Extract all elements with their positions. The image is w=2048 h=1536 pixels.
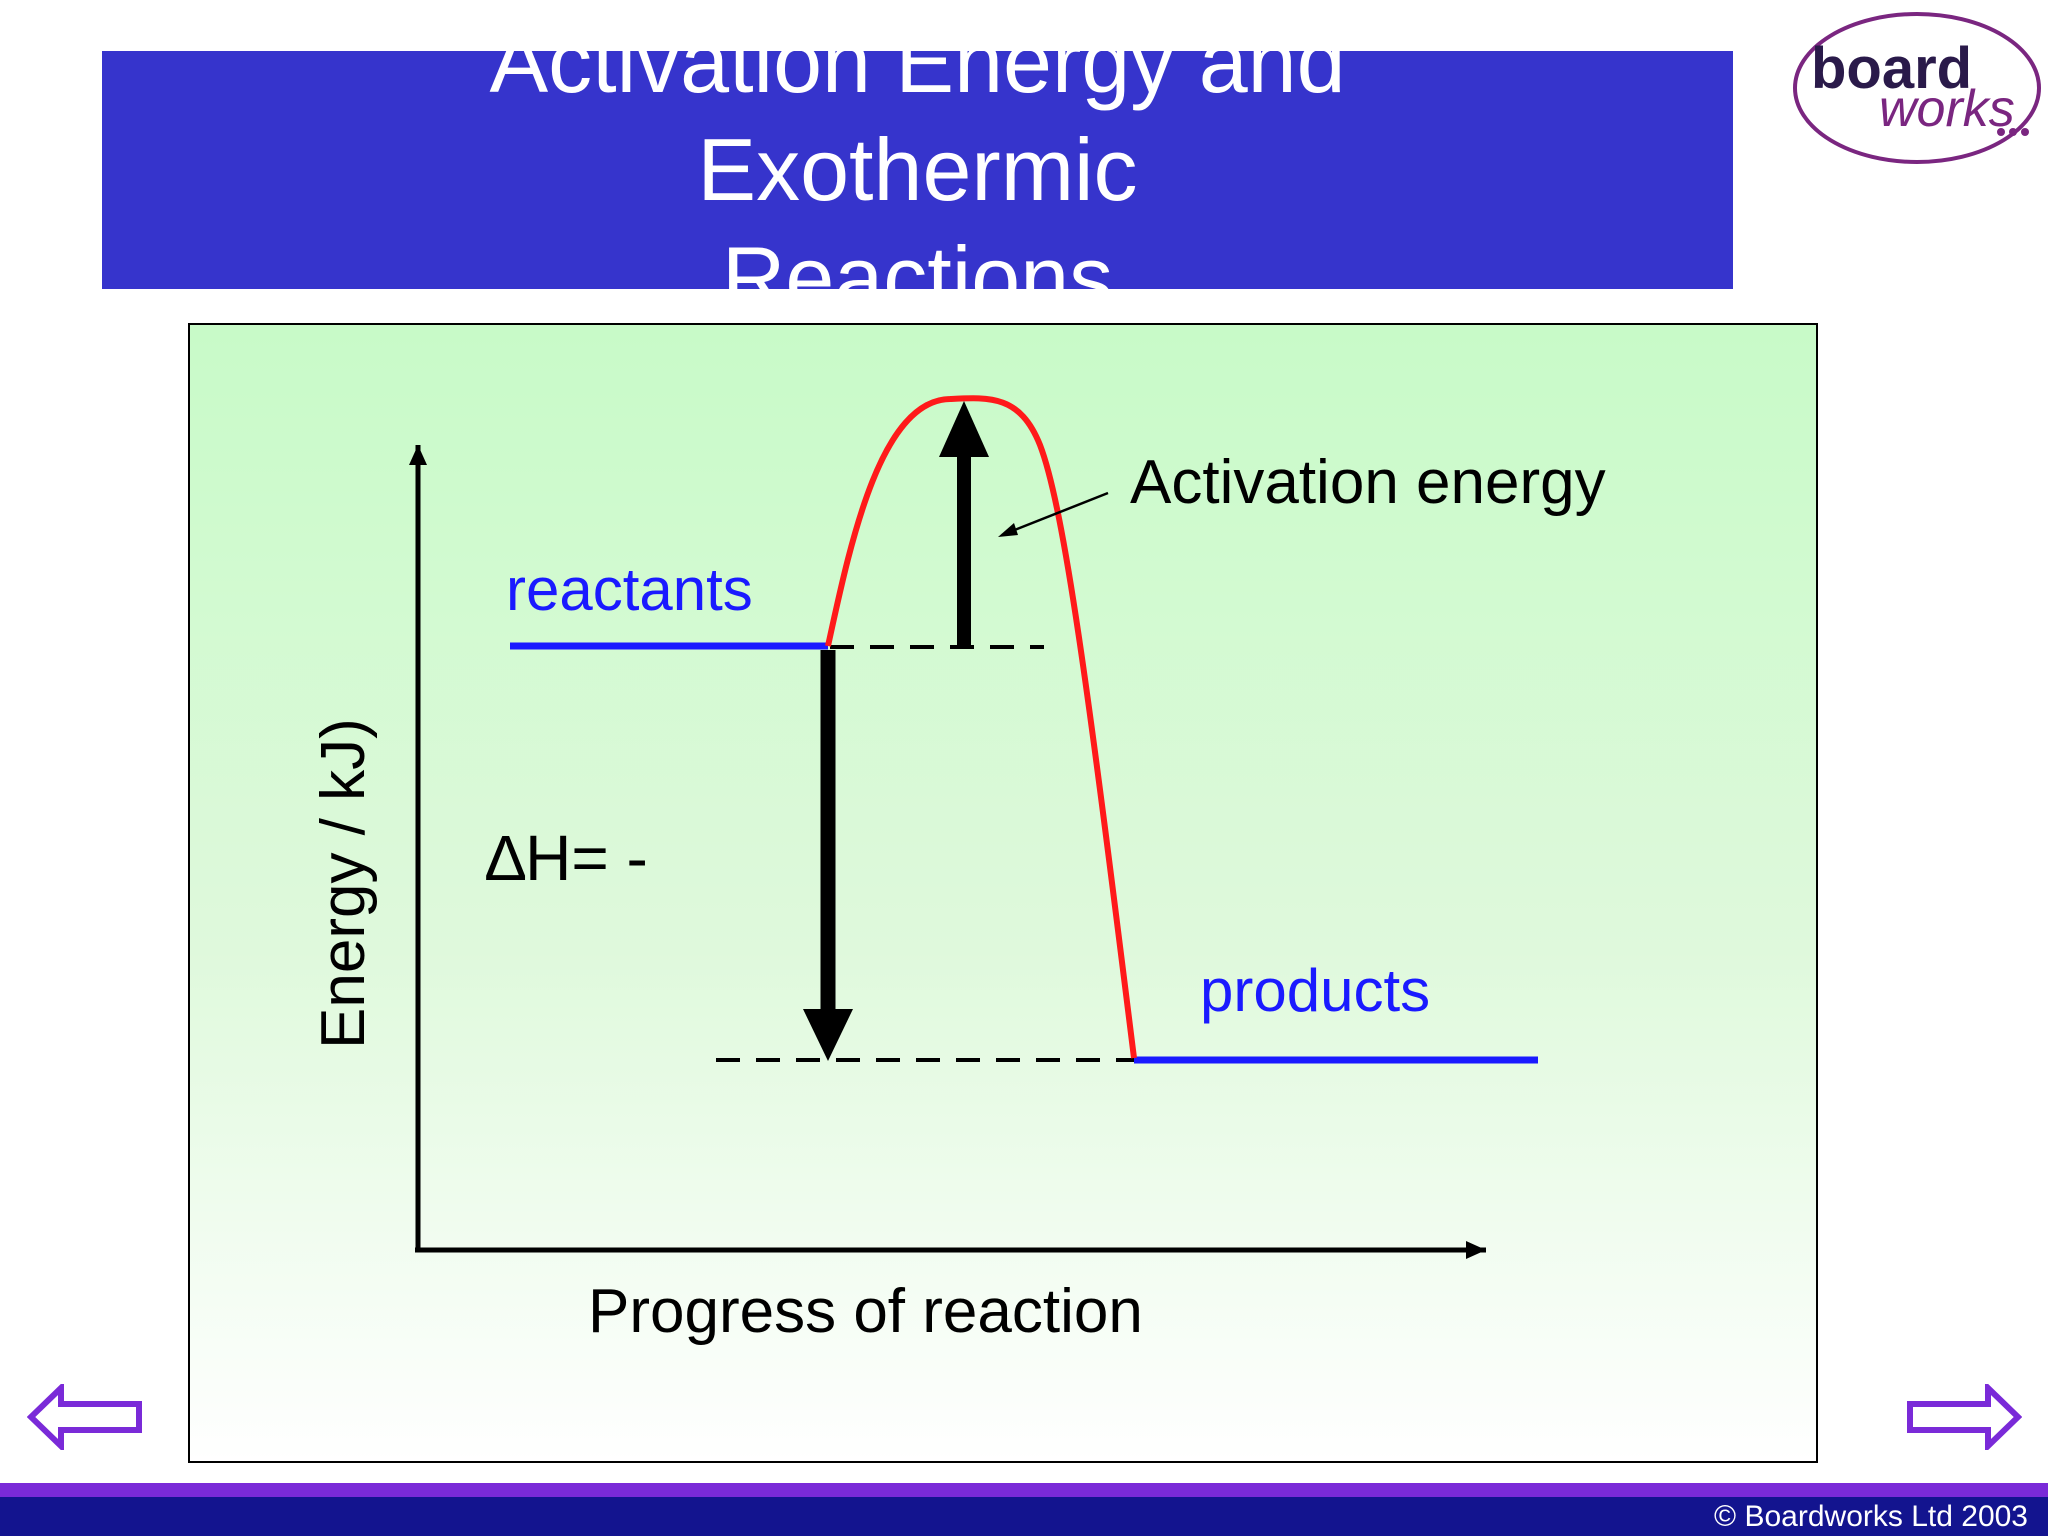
activation-energy-label: Activation energy — [1130, 448, 1606, 517]
activation-label-pointer — [1001, 491, 1109, 537]
delta-h-label: ∆H= - — [486, 822, 648, 894]
delta-h-arrowhead — [803, 1009, 853, 1061]
x-axis-label: Progress of reaction — [588, 1277, 1143, 1346]
page-title: Activation Energy and Exothermic Reactio… — [489, 12, 1346, 327]
x-axis-arrowhead — [1466, 1241, 1486, 1259]
activation-label-pointer-head — [998, 523, 1018, 537]
products-label: products — [1200, 957, 1430, 1024]
diagram-panel: reactants products Activation energy ∆H=… — [188, 323, 1818, 1463]
copyright-text: © Boardworks Ltd 2003 — [1714, 1500, 2028, 1533]
reactants-label: reactants — [506, 556, 753, 623]
footer-stripe — [0, 1483, 2048, 1497]
energy-profile-diagram: reactants products Activation energy ∆H=… — [309, 395, 1606, 1346]
right-arrow-icon[interactable] — [1906, 1384, 2022, 1450]
left-arrow-icon[interactable] — [27, 1384, 143, 1450]
title-banner: Activation Energy and Exothermic Reactio… — [102, 12, 1733, 327]
logo-text-works: works — [1879, 80, 2015, 138]
y-axis-label: Energy / kJ) — [309, 718, 378, 1049]
y-axis-arrowhead — [409, 445, 427, 465]
footer-bar: © Boardworks Ltd 2003 — [0, 1497, 2048, 1536]
logo-text-board: board — [1811, 36, 1972, 101]
boardworks-logo: board works — [1793, 12, 2041, 164]
activation-energy-arrowhead — [939, 401, 989, 457]
reaction-curve — [825, 395, 1137, 1059]
